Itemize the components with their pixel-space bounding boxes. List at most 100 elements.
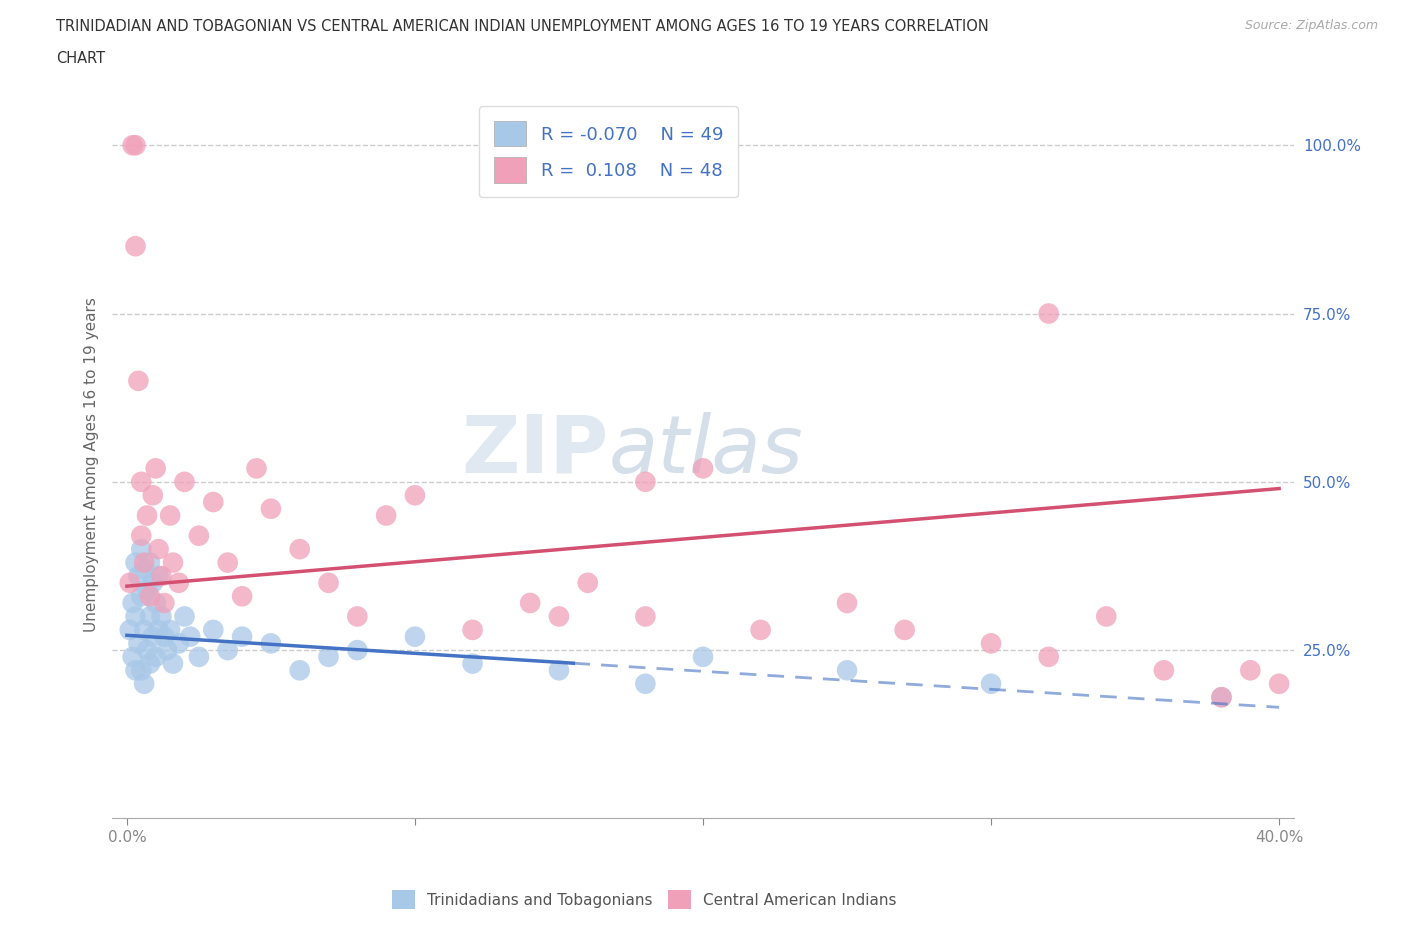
Point — [127, 374, 149, 389]
Point — [162, 657, 184, 671]
Point — [159, 622, 181, 637]
Point — [145, 649, 167, 664]
Point — [142, 630, 165, 644]
Point — [148, 622, 170, 637]
Point — [179, 630, 201, 644]
Point — [231, 589, 253, 604]
Point — [375, 508, 398, 523]
Point — [129, 541, 152, 556]
Point — [1239, 663, 1261, 678]
Point — [129, 528, 152, 543]
Legend: Trinidadians and Tobagonians, Central American Indians: Trinidadians and Tobagonians, Central Am… — [384, 883, 904, 916]
Point — [129, 474, 152, 489]
Point — [835, 663, 858, 678]
Point — [1211, 690, 1233, 705]
Point — [150, 609, 173, 624]
Point — [121, 649, 143, 664]
Point — [118, 576, 141, 591]
Point — [139, 589, 162, 604]
Point — [173, 474, 195, 489]
Point — [318, 576, 340, 591]
Point — [260, 636, 283, 651]
Point — [124, 663, 146, 678]
Point — [835, 595, 858, 610]
Point — [1038, 306, 1060, 321]
Point — [139, 657, 162, 671]
Point — [634, 474, 657, 489]
Point — [136, 643, 159, 658]
Point — [139, 609, 162, 624]
Point — [461, 622, 484, 637]
Point — [1038, 649, 1060, 664]
Point — [187, 528, 209, 543]
Text: TRINIDADIAN AND TOBAGONIAN VS CENTRAL AMERICAN INDIAN UNEMPLOYMENT AMONG AGES 16: TRINIDADIAN AND TOBAGONIAN VS CENTRAL AM… — [56, 19, 988, 33]
Point — [749, 622, 772, 637]
Point — [124, 138, 146, 153]
Point — [173, 609, 195, 624]
Point — [153, 630, 176, 644]
Point — [156, 643, 179, 658]
Point — [148, 541, 170, 556]
Point — [118, 622, 141, 637]
Point — [159, 508, 181, 523]
Point — [576, 576, 599, 591]
Point — [288, 541, 311, 556]
Point — [245, 461, 267, 476]
Text: ZIP: ZIP — [461, 412, 609, 490]
Point — [519, 595, 541, 610]
Point — [1268, 676, 1291, 691]
Point — [148, 568, 170, 583]
Point — [127, 636, 149, 651]
Point — [136, 508, 159, 523]
Point — [346, 609, 368, 624]
Point — [548, 663, 571, 678]
Point — [134, 562, 156, 577]
Point — [162, 555, 184, 570]
Point — [1095, 609, 1118, 624]
Point — [288, 663, 311, 678]
Point — [127, 568, 149, 583]
Y-axis label: Unemployment Among Ages 16 to 19 years: Unemployment Among Ages 16 to 19 years — [83, 298, 98, 632]
Point — [231, 630, 253, 644]
Point — [129, 589, 152, 604]
Point — [167, 576, 190, 591]
Point — [124, 555, 146, 570]
Point — [461, 657, 484, 671]
Point — [121, 595, 143, 610]
Point — [692, 461, 714, 476]
Point — [893, 622, 915, 637]
Point — [318, 649, 340, 664]
Point — [404, 488, 426, 503]
Point — [548, 609, 571, 624]
Point — [1211, 690, 1233, 705]
Text: CHART: CHART — [56, 51, 105, 66]
Point — [142, 488, 165, 503]
Point — [145, 461, 167, 476]
Point — [346, 643, 368, 658]
Point — [634, 676, 657, 691]
Point — [136, 582, 159, 597]
Point — [217, 555, 239, 570]
Point — [980, 636, 1002, 651]
Text: atlas: atlas — [609, 412, 803, 490]
Point — [142, 576, 165, 591]
Point — [202, 622, 225, 637]
Point — [260, 501, 283, 516]
Point — [134, 676, 156, 691]
Point — [692, 649, 714, 664]
Point — [150, 568, 173, 583]
Point — [217, 643, 239, 658]
Point — [139, 555, 162, 570]
Point — [134, 555, 156, 570]
Point — [129, 663, 152, 678]
Point — [980, 676, 1002, 691]
Point — [153, 595, 176, 610]
Point — [124, 239, 146, 254]
Point — [187, 649, 209, 664]
Point — [124, 609, 146, 624]
Text: Source: ZipAtlas.com: Source: ZipAtlas.com — [1244, 19, 1378, 32]
Point — [404, 630, 426, 644]
Point — [167, 636, 190, 651]
Point — [202, 495, 225, 510]
Point — [1153, 663, 1175, 678]
